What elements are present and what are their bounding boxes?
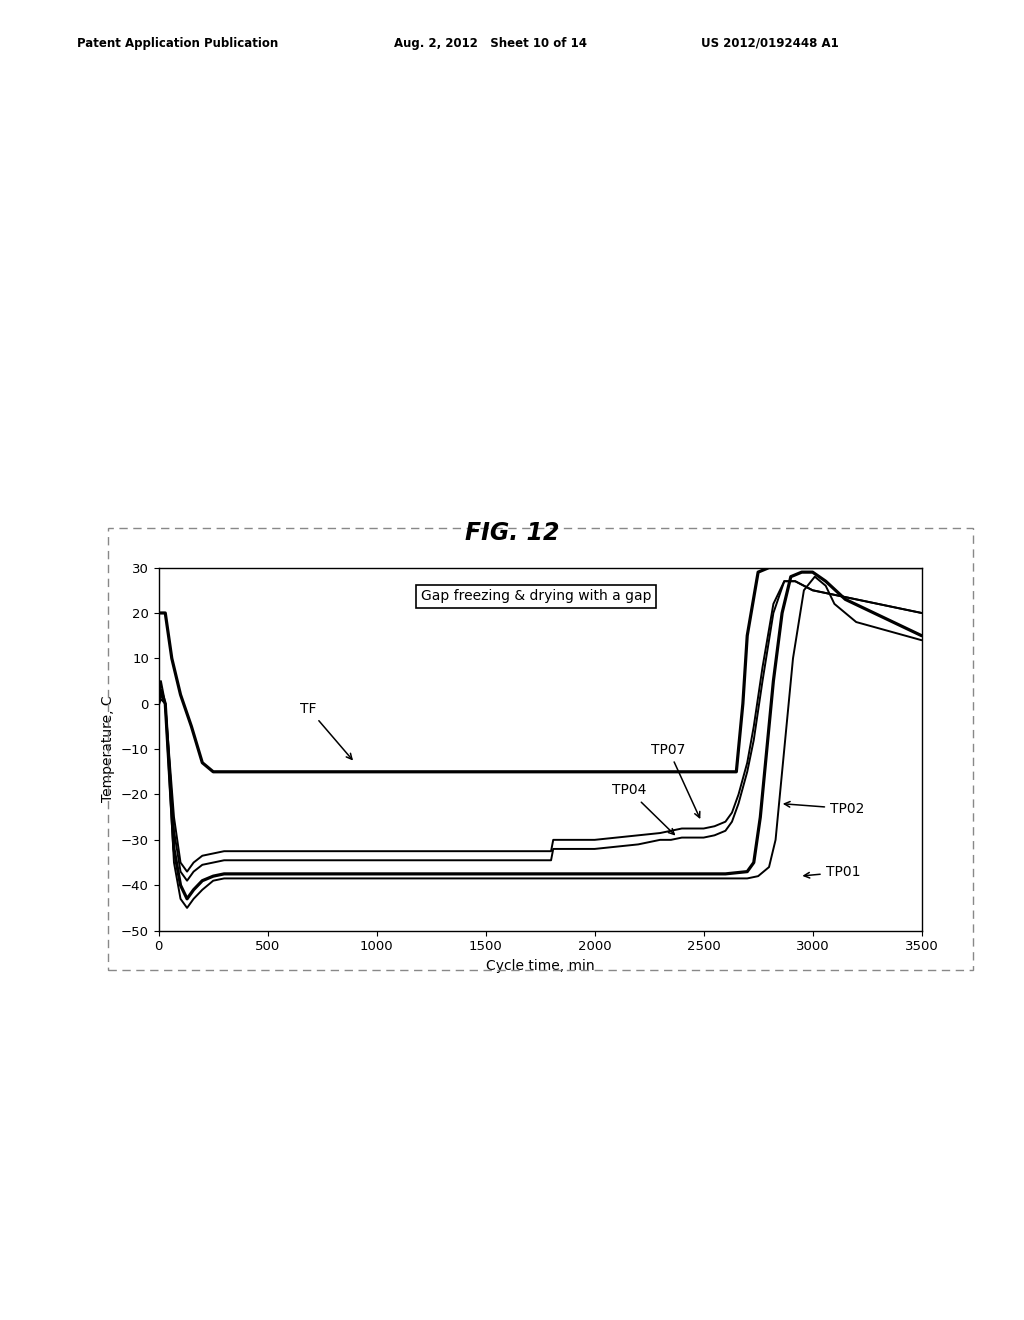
X-axis label: Cycle time, min: Cycle time, min [485, 958, 595, 973]
Text: TF: TF [300, 702, 352, 759]
Text: US 2012/0192448 A1: US 2012/0192448 A1 [701, 37, 840, 50]
Text: TP02: TP02 [784, 801, 864, 816]
Text: TP07: TP07 [651, 743, 699, 817]
Text: FIG. 12: FIG. 12 [465, 521, 559, 545]
Text: TP01: TP01 [804, 865, 860, 879]
Y-axis label: Temperature, C: Temperature, C [101, 696, 116, 803]
Text: Aug. 2, 2012   Sheet 10 of 14: Aug. 2, 2012 Sheet 10 of 14 [394, 37, 587, 50]
Text: Patent Application Publication: Patent Application Publication [77, 37, 279, 50]
Text: Gap freezing & drying with a gap: Gap freezing & drying with a gap [421, 589, 651, 603]
Text: TP04: TP04 [612, 784, 674, 834]
